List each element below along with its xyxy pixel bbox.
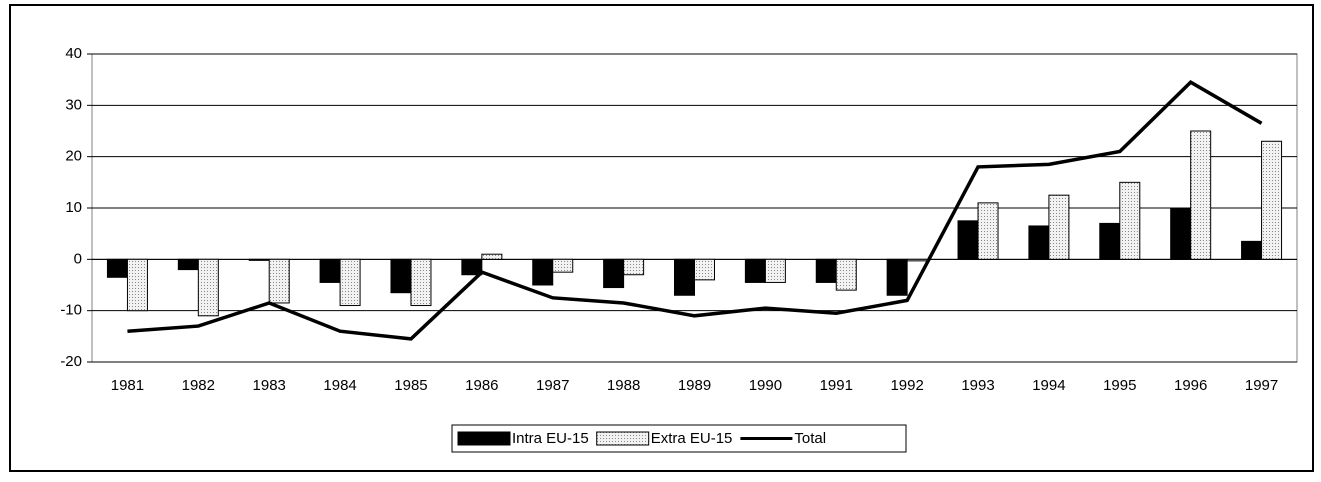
x-tick-label: 1995 — [1103, 377, 1136, 394]
bar — [339, 258, 361, 307]
legend-label: Intra EU-15 — [512, 430, 589, 447]
line-series — [127, 80, 1263, 341]
x-tick-label: 1985 — [394, 377, 427, 394]
bar — [623, 258, 645, 276]
legend-label: Extra EU-15 — [651, 430, 733, 447]
bar — [1099, 222, 1121, 260]
x-tick-label: 1990 — [749, 377, 782, 394]
x-tick-label: 1994 — [1032, 377, 1065, 394]
y-tick-label: 20 — [65, 148, 82, 165]
y-tick-label: 0 — [74, 250, 82, 267]
x-tick-label: 1988 — [607, 377, 640, 394]
x-tick-label: 1981 — [111, 377, 144, 394]
bar — [552, 258, 574, 273]
legend-swatch — [596, 431, 650, 446]
bar — [603, 258, 625, 289]
legend-swatch — [457, 431, 511, 446]
bar — [744, 258, 766, 283]
bar — [532, 258, 554, 286]
bar — [674, 258, 695, 296]
bar — [126, 258, 148, 312]
bar — [1048, 194, 1070, 260]
bar — [1261, 140, 1283, 260]
x-tick-label: 1986 — [465, 377, 498, 394]
bar — [1190, 130, 1212, 260]
x-tick-label: 1997 — [1245, 377, 1278, 394]
bar — [957, 220, 979, 260]
bar — [410, 258, 432, 307]
bar — [268, 258, 290, 304]
bar — [1028, 225, 1050, 260]
y-tick-label: 40 — [65, 45, 82, 62]
legend-box — [451, 424, 907, 453]
bar — [977, 202, 999, 260]
x-tick-label: 1992 — [890, 377, 923, 394]
bar — [694, 258, 715, 281]
bar — [481, 253, 503, 260]
bar — [177, 258, 199, 271]
bar — [1170, 207, 1192, 260]
x-tick-label: 1996 — [1174, 377, 1207, 394]
y-tick-label: -10 — [60, 302, 82, 319]
x-tick-label: 1991 — [820, 377, 853, 394]
legend-label: Total — [794, 430, 826, 447]
x-tick-label: 1989 — [678, 377, 711, 394]
bar — [248, 258, 270, 261]
bar — [815, 258, 837, 283]
bar — [1119, 181, 1141, 260]
bar — [197, 258, 219, 317]
x-tick-label: 1982 — [182, 377, 215, 394]
x-tick-label: 1984 — [323, 377, 356, 394]
x-tick-label: 1993 — [961, 377, 994, 394]
bar — [106, 258, 128, 278]
y-tick-label: 30 — [65, 96, 82, 113]
x-tick-label: 1983 — [253, 377, 286, 394]
y-tick-label: -20 — [60, 353, 82, 370]
x-tick-label: 1987 — [536, 377, 569, 394]
bar — [1241, 240, 1263, 260]
bar — [461, 258, 483, 276]
y-tick-label: 10 — [65, 199, 82, 216]
bar — [835, 258, 857, 291]
bar — [390, 258, 412, 294]
bar — [906, 258, 928, 262]
bar — [764, 258, 786, 283]
bar — [886, 258, 908, 296]
bar — [319, 258, 341, 283]
